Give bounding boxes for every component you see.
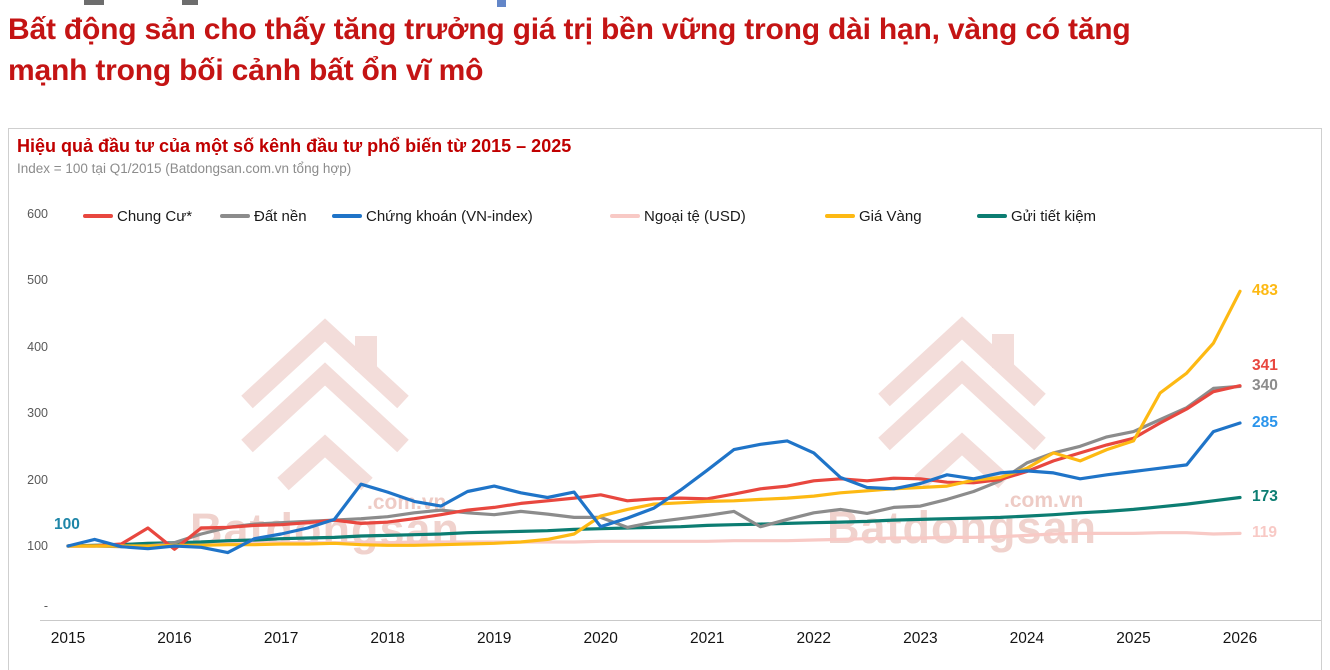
cropped-text-artifact bbox=[84, 0, 104, 5]
x-tick-2026: 2026 bbox=[1222, 630, 1258, 647]
x-tick-2018: 2018 bbox=[370, 630, 405, 647]
x-tick-2019: 2019 bbox=[476, 630, 512, 647]
legend-label: Gửi tiết kiệm bbox=[1011, 207, 1097, 225]
x-tick-2017: 2017 bbox=[263, 630, 299, 647]
legend-item-chung-khoan: Chứng khoán (VN-index) bbox=[332, 206, 533, 226]
x-tick-2016: 2016 bbox=[157, 630, 192, 647]
y-tick-400: 400 bbox=[27, 339, 48, 354]
legend-label: Chung Cư* bbox=[117, 207, 193, 225]
legend-item-chung-cu: Chung Cư* bbox=[83, 206, 192, 226]
x-tick-2025: 2025 bbox=[1116, 630, 1151, 647]
x-tick-2021: 2021 bbox=[690, 630, 725, 647]
y-tick-100: 100 bbox=[27, 539, 48, 553]
legend-swatch-dat-nen bbox=[220, 214, 250, 218]
end-label-chung-cu: 341 bbox=[1252, 357, 1278, 375]
legend-swatch-gui-tiet-kiem bbox=[977, 214, 1007, 218]
y-tick-200: 200 bbox=[27, 472, 48, 487]
end-label-gia-vang: 483 bbox=[1252, 282, 1278, 300]
page-title: Bất động sản cho thấy tăng trưởng giá tr… bbox=[8, 13, 1131, 87]
y-tick-zero: - bbox=[43, 599, 48, 613]
chart-title: Hiệu quả đầu tư của một số kênh đầu tư p… bbox=[17, 136, 572, 156]
legend-label: Chứng khoán (VN-index) bbox=[366, 207, 533, 225]
end-label-dat-nen: 340 bbox=[1252, 377, 1278, 395]
cropped-text-artifact bbox=[497, 0, 506, 7]
legend-item-ngoai-te: Ngoại tệ (USD) bbox=[610, 206, 746, 226]
y-tick-600: 600 bbox=[27, 206, 48, 221]
legend-label: Đất nền bbox=[254, 207, 307, 225]
legend-swatch-chung-cu bbox=[83, 214, 113, 218]
legend-swatch-ngoai-te bbox=[610, 214, 640, 218]
x-tick-2020: 2020 bbox=[583, 630, 618, 647]
legend-item-gia-vang: Giá Vàng bbox=[825, 206, 922, 226]
legend-swatch-gia-vang bbox=[825, 214, 855, 218]
legend-label: Ngoại tệ (USD) bbox=[644, 207, 746, 225]
end-label-gui-tiet-kiem: 173 bbox=[1252, 488, 1278, 506]
legend-label: Giá Vàng bbox=[859, 207, 922, 225]
chart-subtitle: Index = 100 tại Q1/2015 (Batdongsan.com.… bbox=[17, 161, 352, 176]
x-tick-2022: 2022 bbox=[796, 630, 832, 647]
y-tick-300: 300 bbox=[27, 406, 48, 420]
end-label-ngoai-te: 119 bbox=[1252, 524, 1278, 542]
cropped-text-artifact bbox=[182, 0, 198, 5]
legend-item-dat-nen: Đất nền bbox=[220, 206, 307, 226]
start-value-label: 100 bbox=[54, 516, 80, 533]
legend-swatch-chung-khoan bbox=[332, 214, 362, 218]
x-tick-2023: 2023 bbox=[903, 630, 938, 647]
end-label-chung-khoan: 285 bbox=[1252, 413, 1278, 431]
x-tick-2015: 2015 bbox=[50, 630, 86, 647]
legend-item-gui-tiet-kiem: Gửi tiết kiệm bbox=[977, 206, 1096, 226]
x-tick-2024: 2024 bbox=[1009, 630, 1045, 647]
y-tick-500: 500 bbox=[27, 273, 48, 287]
